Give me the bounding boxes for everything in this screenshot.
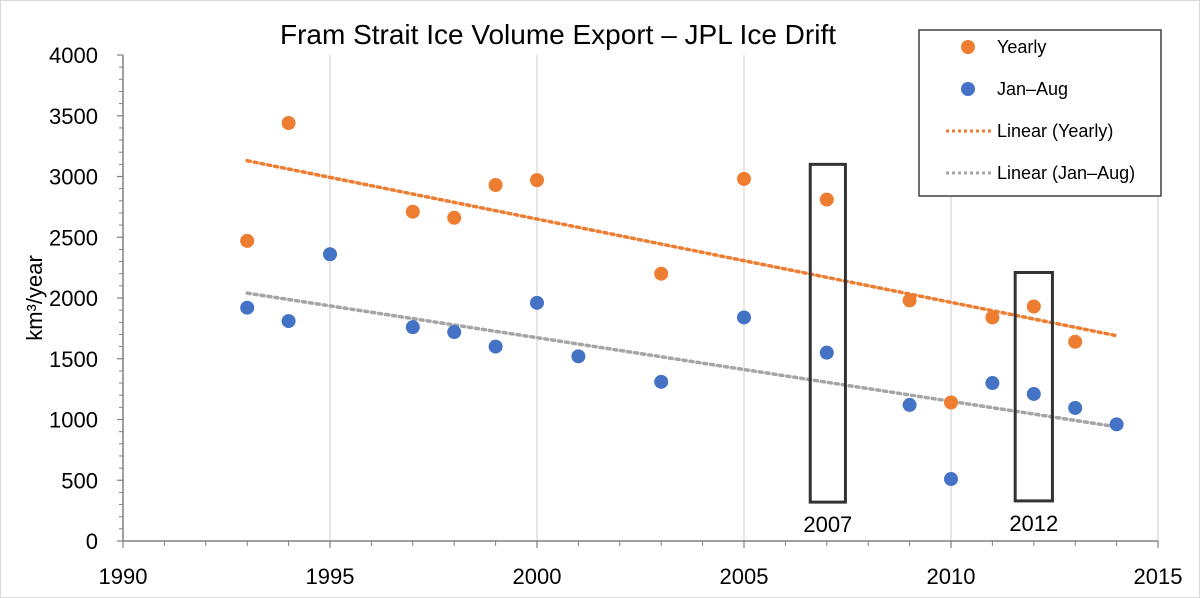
y-tick-label-2500: 2500 — [49, 225, 98, 250]
x-tick-label-1990: 1990 — [99, 564, 148, 589]
y-tick-label-4000: 4000 — [49, 43, 98, 68]
y-tick-label-500: 500 — [61, 468, 98, 493]
point-jan-aug-2011 — [985, 376, 1000, 391]
point-yearly-2012 — [1026, 299, 1041, 314]
point-jan-aug-1998 — [447, 325, 462, 340]
point-jan-aug-2009 — [902, 397, 917, 412]
point-jan-aug-2003 — [654, 374, 669, 389]
legend: Yearly Jan–Aug Linear (Yearly) Linear (J… — [918, 29, 1162, 197]
y-axis-label: km³/year — [22, 255, 47, 341]
point-yearly-2010 — [944, 395, 958, 410]
legend-marker-yearly — [961, 40, 975, 54]
x-tick-label-1995: 1995 — [306, 564, 355, 589]
point-jan-aug-2005 — [737, 310, 751, 325]
point-jan-aug-2000 — [530, 295, 544, 310]
point-yearly-1999 — [488, 178, 503, 193]
y-tick-label-2000: 2000 — [49, 286, 98, 311]
highlight-label-2007: 2007 — [803, 512, 852, 537]
legend-label-linear-yearly: Linear (Yearly) — [997, 121, 1113, 141]
x-tick-label-2000: 2000 — [513, 564, 562, 589]
trendline-yearly — [245, 158, 1119, 338]
y-tick-label-0: 0 — [86, 529, 98, 554]
point-yearly-2009 — [902, 293, 917, 308]
y-tick-label-1000: 1000 — [49, 408, 98, 433]
axes: 0 500 1000 1500 2000 2500 3000 3500 4000 1990 1995… — [49, 43, 1182, 589]
legend-label-linear-jan-aug: Linear (Jan–Aug) — [997, 163, 1135, 183]
point-jan-aug-1993 — [240, 300, 255, 315]
point-jan-aug-1999 — [488, 339, 503, 354]
x-tick-label-2005: 2005 — [720, 564, 769, 589]
highlight-boxes: 2007 2012 — [803, 162, 1058, 537]
trendline-jan-aug — [245, 291, 1119, 429]
point-jan-aug-1995 — [323, 247, 337, 262]
point-yearly-1993 — [240, 233, 255, 248]
point-yearly-1997 — [405, 204, 420, 219]
x-tick-label-2010: 2010 — [927, 564, 976, 589]
point-yearly-2003 — [654, 266, 669, 281]
highlight-label-2012: 2012 — [1009, 511, 1058, 536]
y-tick-label-1500: 1500 — [49, 347, 98, 372]
point-jan-aug-2013 — [1068, 400, 1083, 415]
point-yearly-2005 — [737, 171, 751, 186]
point-yearly-1998 — [447, 210, 462, 225]
point-jan-aug-1997 — [405, 320, 420, 335]
legend-label-yearly: Yearly — [997, 37, 1046, 57]
highlight-box-2007 — [808, 162, 847, 504]
y-tick-label-3000: 3000 — [49, 165, 98, 190]
point-jan-aug-2007 — [819, 345, 834, 360]
point-yearly-2000 — [530, 173, 544, 188]
point-jan-aug-2014 — [1109, 417, 1124, 432]
point-jan-aug-2010 — [944, 472, 958, 487]
point-yearly-2013 — [1068, 334, 1083, 349]
y-tick-label-3500: 3500 — [49, 104, 98, 129]
point-yearly-2007 — [819, 192, 834, 207]
legend-label-jan-aug: Jan–Aug — [997, 79, 1068, 99]
x-tick-label-2015: 2015 — [1134, 564, 1183, 589]
point-jan-aug-2001 — [571, 349, 586, 364]
highlight-box-2012 — [1013, 270, 1054, 503]
chart-title: Fram Strait Ice Volume Export – JPL Ice … — [280, 19, 836, 50]
point-yearly-2011 — [985, 310, 1000, 325]
point-jan-aug-1994 — [281, 314, 296, 329]
legend-box — [918, 29, 1162, 197]
point-yearly-1994 — [281, 116, 296, 131]
legend-marker-jan-aug — [961, 82, 975, 96]
point-jan-aug-2012 — [1026, 386, 1041, 401]
data-points — [240, 116, 1124, 487]
trendlines — [245, 158, 1119, 429]
